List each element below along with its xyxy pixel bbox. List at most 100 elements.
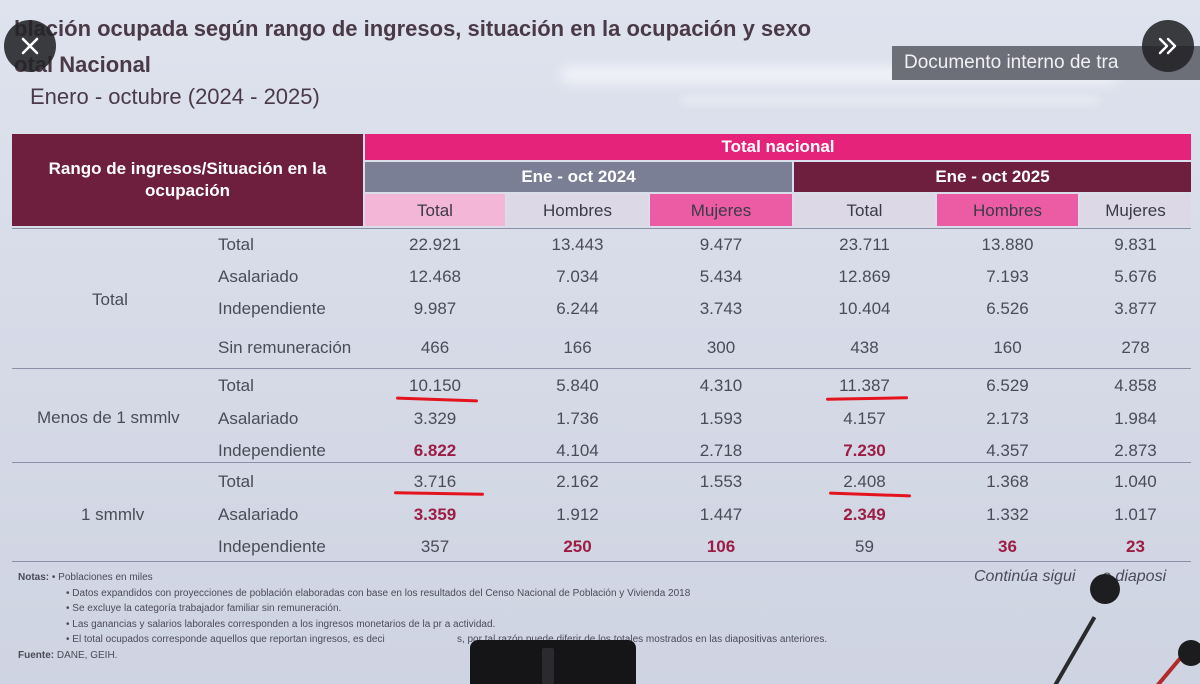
table-cell: 1.332 bbox=[986, 505, 1029, 524]
table-cell: 5.676 bbox=[1114, 267, 1157, 286]
table-divider bbox=[12, 561, 1191, 562]
corner-header: Rango de ingresos/Situación en la ocupac… bbox=[12, 134, 363, 226]
annotation-underline bbox=[825, 396, 909, 401]
annotation-underline bbox=[393, 491, 485, 496]
source-text: DANE, GEIH. bbox=[56, 649, 118, 661]
table-cell: 12.869 bbox=[838, 267, 891, 286]
table-cell: 22.921 bbox=[409, 235, 461, 254]
table-divider bbox=[12, 228, 1191, 229]
phone-camera bbox=[542, 648, 554, 684]
group-label-total: Total bbox=[92, 290, 128, 309]
table-cell: 4.858 bbox=[1114, 376, 1157, 395]
group-label-menos-1-smmlv: Menos de 1 smmlv bbox=[37, 408, 180, 427]
corner-header-text: Rango de ingresos/Situación en la ocupac… bbox=[48, 159, 327, 200]
source-label: Fuente: bbox=[18, 649, 55, 661]
internal-document-badge: Documento interno de tra bbox=[892, 46, 1200, 80]
note-item: • Las ganancias y salarios laborales cor… bbox=[66, 618, 496, 630]
table-cell: 23 bbox=[1126, 537, 1145, 556]
row-label: Independiente bbox=[218, 299, 326, 318]
column-header-total-2024: Total bbox=[365, 194, 505, 226]
column-header-hombres-2025: Hombres bbox=[937, 194, 1078, 226]
table-cell: 12.468 bbox=[409, 267, 461, 286]
slide-title: blación ocupada según rango de ingresos,… bbox=[14, 16, 812, 41]
annotation-underline bbox=[828, 491, 912, 498]
notes-line: Notas: • Poblaciones en miles bbox=[18, 570, 827, 586]
next-slide-button[interactable] bbox=[1142, 20, 1194, 72]
table-cell: 278 bbox=[1121, 338, 1150, 357]
column-header-hombres-2024: Hombres bbox=[507, 194, 648, 226]
band-header: Total nacional bbox=[365, 134, 1191, 160]
table-cell: 3.359 bbox=[413, 505, 457, 524]
table-cell: 7.034 bbox=[556, 267, 599, 286]
table-cell: 1.912 bbox=[556, 505, 599, 524]
table-cell: 11.387 bbox=[839, 376, 890, 395]
table-cell: 3.877 bbox=[1114, 299, 1157, 318]
column-header-total-2025: Total bbox=[794, 194, 935, 226]
note-item: • Datos expandidos con proyecciones de p… bbox=[66, 587, 691, 599]
microphone-stand bbox=[1037, 616, 1097, 684]
screen-glare bbox=[680, 96, 1100, 104]
table-cell: 300 bbox=[706, 338, 736, 357]
microphone bbox=[1178, 640, 1200, 666]
table-cell: 466 bbox=[420, 338, 450, 357]
table-cell: 2.873 bbox=[1114, 441, 1157, 460]
table-cell: 5.840 bbox=[556, 376, 599, 395]
table-cell: 4.357 bbox=[986, 441, 1029, 460]
close-icon bbox=[21, 37, 39, 55]
table-cell: 2.408 bbox=[843, 472, 886, 491]
row-label: Independiente bbox=[218, 441, 326, 460]
row-label: Total bbox=[218, 376, 254, 395]
table-cell: 6.822 bbox=[413, 441, 457, 460]
table-cell: 9.477 bbox=[699, 235, 743, 254]
table-cell: 1.017 bbox=[1114, 505, 1157, 524]
table-cell: 9.831 bbox=[1114, 235, 1157, 254]
table-cell: 10.404 bbox=[838, 299, 891, 318]
table-cell: 36 bbox=[998, 537, 1017, 556]
period-header-2024: Ene - oct 2024 bbox=[365, 162, 792, 192]
table-cell: 1.040 bbox=[1114, 472, 1157, 491]
note-item: • El total ocupados corresponde aquellos… bbox=[66, 634, 828, 645]
row-label: Total bbox=[218, 472, 254, 491]
table-divider bbox=[12, 462, 1191, 463]
table-cell: 2.718 bbox=[699, 441, 743, 460]
table-cell: 250 bbox=[563, 537, 592, 556]
table-cell: 2.349 bbox=[843, 505, 886, 524]
table-cell: 5.434 bbox=[699, 267, 743, 286]
row-label: Asalariado bbox=[218, 505, 299, 524]
note-item: • Se excluye la categoría trabajador fam… bbox=[66, 603, 342, 614]
source-line: Fuente: DANE, GEIH. bbox=[18, 648, 827, 664]
column-header-mujeres-2024: Mujeres bbox=[650, 194, 792, 226]
table-cell: 2.173 bbox=[986, 409, 1029, 428]
close-button[interactable] bbox=[4, 20, 56, 72]
table-cell: 13.880 bbox=[981, 235, 1034, 254]
continues-next-slide: Continúa sigui e diaposi bbox=[974, 568, 1167, 585]
column-header-mujeres-2025: Mujeres bbox=[1080, 194, 1191, 226]
period-header-2025: Ene - oct 2025 bbox=[794, 162, 1191, 192]
group-label-1-smmlv: 1 smmlv bbox=[81, 505, 145, 524]
table-cell: 23.711 bbox=[839, 235, 890, 254]
table-cell: 1.736 bbox=[556, 409, 599, 428]
table-cell: 59 bbox=[855, 537, 874, 556]
table-cell: 3.329 bbox=[413, 409, 457, 428]
table-cell: 2.162 bbox=[556, 472, 599, 491]
row-label: Sin remuneración bbox=[218, 338, 352, 357]
table-cell: 3.743 bbox=[699, 299, 743, 318]
slide-period: Enero - octubre (2024 - 2025) bbox=[30, 84, 320, 109]
table-cell: 438 bbox=[850, 338, 879, 357]
table-cell: 6.526 bbox=[986, 299, 1029, 318]
annotation-underline bbox=[395, 396, 479, 403]
table-cell: 6.529 bbox=[986, 376, 1029, 395]
table-cell: 166 bbox=[563, 338, 592, 357]
table-cell: 4.104 bbox=[556, 441, 599, 460]
notes-label: Notas: bbox=[18, 572, 50, 583]
table-cell: 1.984 bbox=[1114, 409, 1157, 428]
table-cell: 7.230 bbox=[843, 441, 886, 460]
row-label: Independiente bbox=[218, 537, 326, 556]
table-cell: 3.716 bbox=[413, 472, 457, 491]
row-label: Asalariado bbox=[218, 267, 299, 286]
table-cell: 9.987 bbox=[413, 299, 457, 318]
table-cell: 7.193 bbox=[986, 267, 1029, 286]
table-cell: 10.150 bbox=[409, 376, 461, 395]
table-cell: 1.553 bbox=[699, 472, 743, 491]
note-item: • Poblaciones en miles bbox=[51, 572, 153, 583]
